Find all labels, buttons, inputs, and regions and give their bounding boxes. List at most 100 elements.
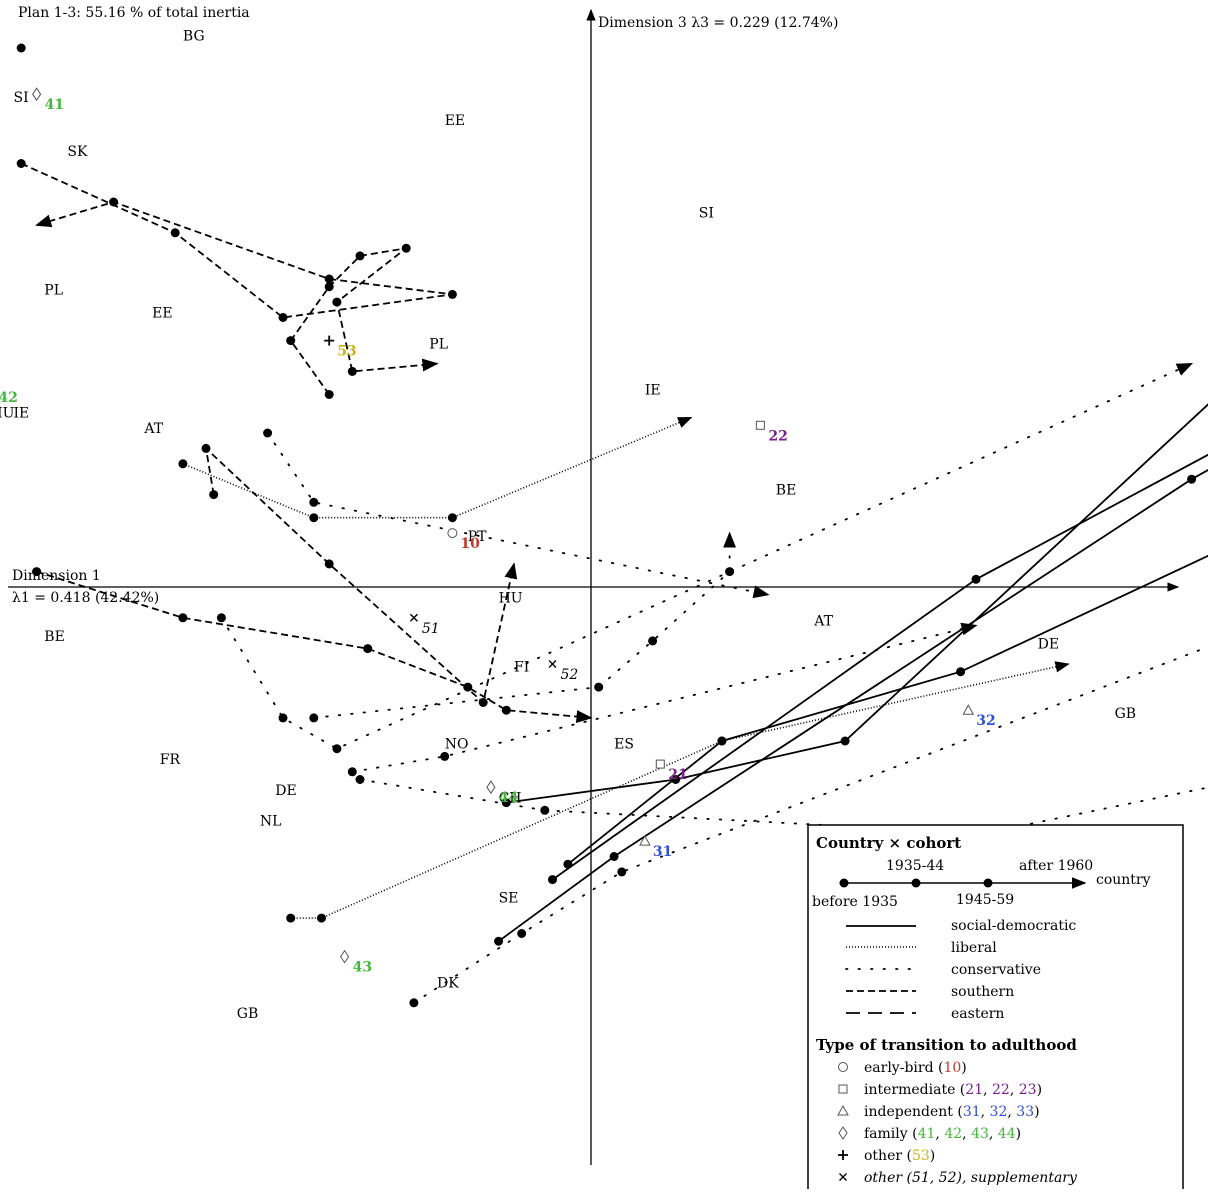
cohort-point xyxy=(332,298,341,307)
cohort-point xyxy=(356,251,365,260)
legend-cohort-dot-3 xyxy=(984,879,993,888)
cohort-point xyxy=(617,867,626,876)
trajectory-line xyxy=(568,502,1208,864)
cohort-point xyxy=(279,313,288,322)
country-label: PL xyxy=(44,282,63,298)
class-43: 43 xyxy=(341,951,372,976)
legend-title-cohort: Country × cohort xyxy=(816,834,961,852)
country-label: DE xyxy=(1038,637,1059,653)
cohort-point xyxy=(363,644,372,653)
class-label: 53 xyxy=(337,344,356,360)
cohort-point xyxy=(325,275,334,284)
cohort-point xyxy=(309,713,318,722)
cohort-point xyxy=(725,567,734,576)
legend-type-supplementary: other (51, 52), supplementary xyxy=(840,1170,1078,1186)
family-marker xyxy=(33,88,41,100)
trajectory-ie-14 xyxy=(286,244,437,399)
country-label: SI xyxy=(14,90,29,106)
other-marker xyxy=(324,336,334,346)
legend-type-id: 10 xyxy=(943,1060,961,1076)
country-label: HU xyxy=(0,406,15,422)
country-label: AT xyxy=(813,614,833,630)
legend-type-id: 32 xyxy=(990,1104,1008,1120)
cohort-point xyxy=(463,683,472,692)
trajectory-sk-16 xyxy=(17,44,26,53)
country-label: BE xyxy=(776,483,797,499)
independent-marker xyxy=(640,836,650,845)
cohort-point xyxy=(202,444,211,453)
cohort-point xyxy=(409,998,418,1007)
supplementary-marker xyxy=(410,614,417,621)
cohort-point xyxy=(325,390,334,399)
country-label: PL xyxy=(429,336,448,352)
legend-type-label: intermediate (21, 22, 23) xyxy=(864,1082,1042,1098)
legend-cohort-dot-1 xyxy=(840,879,849,888)
country-label: IE xyxy=(14,406,30,422)
country-label: NL xyxy=(260,814,282,830)
family-marker xyxy=(341,951,349,963)
class-label: 32 xyxy=(976,713,995,729)
legend-cohort-c2: 1935-44 xyxy=(886,858,944,874)
cohort-point xyxy=(263,429,272,438)
legend-cohort-end: country xyxy=(1096,872,1151,888)
cohort-point xyxy=(548,875,557,884)
legend-cohort-c4: after 1960 xyxy=(1019,858,1093,874)
trajectory-de-8 xyxy=(348,626,976,777)
cohort-point xyxy=(494,937,503,946)
legend-type-label: other (51, 52), supplementary xyxy=(864,1170,1078,1186)
legend-type-id: 44 xyxy=(998,1126,1016,1142)
x-axis-label-line1: Dimension 1 xyxy=(12,568,101,584)
cohort-point xyxy=(648,636,657,645)
trajectory-fr-7 xyxy=(217,364,1192,754)
legend-type-label: independent (31, 32, 33) xyxy=(864,1104,1040,1120)
country-label: FR xyxy=(160,752,181,768)
cohort-point xyxy=(109,198,118,207)
legend-type-id: 41 xyxy=(918,1126,936,1142)
trajectory-line xyxy=(206,448,514,702)
legend-regime-social-democratic: social-democratic xyxy=(951,918,1076,934)
legend-type-family: family (41, 42, 43, 44) xyxy=(839,1126,1021,1142)
cohort-point xyxy=(309,498,318,507)
cohort-point xyxy=(279,713,288,722)
legend-type-id: 31 xyxy=(963,1104,981,1120)
country-label: EE xyxy=(152,306,172,322)
cohort-point xyxy=(448,290,457,299)
family-marker xyxy=(487,781,495,793)
cohort-point xyxy=(517,929,526,938)
cohort-point xyxy=(841,737,850,746)
y-axis-label: Dimension 3 λ3 = 0.229 (12.74%) xyxy=(598,15,838,31)
country-label: FI xyxy=(514,660,529,676)
cohort-point xyxy=(317,914,326,923)
cohort-point xyxy=(717,737,726,746)
class-22: 22 xyxy=(756,421,787,444)
class-label: 51 xyxy=(422,621,440,637)
cohort-point xyxy=(356,775,365,784)
cohort-point xyxy=(178,459,187,468)
class-label: 10 xyxy=(460,536,480,552)
trajectory-line xyxy=(291,248,437,394)
cohort-point xyxy=(332,744,341,753)
trajectory-line xyxy=(360,764,1208,833)
cohort-point xyxy=(325,282,334,291)
country-label: GB xyxy=(237,1006,258,1022)
trajectory-line xyxy=(268,433,768,595)
independent-marker xyxy=(963,705,973,714)
cohort-point xyxy=(348,367,357,376)
cohort-point xyxy=(286,336,295,345)
supplementary-marker xyxy=(549,661,556,668)
legend-type-id: 42 xyxy=(944,1126,962,1142)
class-label: 44 xyxy=(499,790,519,806)
chart-title: Plan 1-3: 55.16 % of total inertia xyxy=(18,5,250,21)
class-44: 44 xyxy=(487,781,519,806)
country-label: SI xyxy=(699,205,714,221)
country-label: EE xyxy=(445,113,465,129)
class-41: 41 xyxy=(33,88,64,113)
legend-type-id: 33 xyxy=(1016,1104,1034,1120)
trajectory-line xyxy=(21,164,452,318)
country-label: NO xyxy=(445,737,469,753)
country-label: DE xyxy=(275,783,296,799)
class-53: 53 xyxy=(324,336,356,360)
legend-type-label: early-bird (10) xyxy=(864,1060,967,1076)
legend-type-intermediate: intermediate (21, 22, 23) xyxy=(839,1082,1042,1098)
